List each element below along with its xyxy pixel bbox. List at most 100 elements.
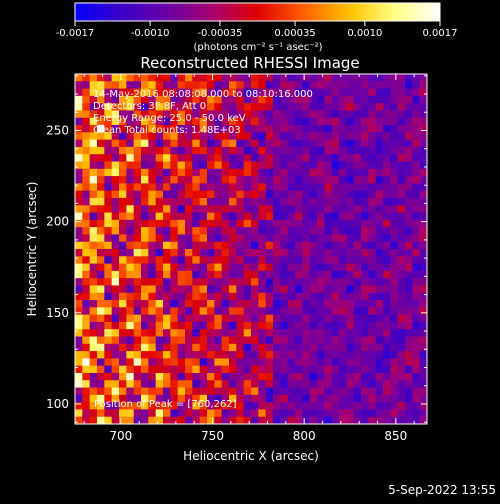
heatmap-cell bbox=[126, 212, 135, 221]
heatmap-cell bbox=[287, 402, 296, 410]
heatmap-cell bbox=[177, 380, 186, 388]
heatmap-cell bbox=[141, 307, 149, 316]
heatmap-cell bbox=[177, 110, 186, 119]
heatmap-cell bbox=[317, 402, 325, 410]
heatmap-cell bbox=[397, 205, 406, 213]
heatmap-cell bbox=[258, 394, 267, 403]
heatmap-cell bbox=[97, 300, 105, 308]
heatmap-image bbox=[75, 74, 428, 425]
heatmap-cell bbox=[309, 227, 318, 235]
heatmap-cell bbox=[229, 81, 237, 89]
heatmap-cell bbox=[207, 402, 215, 410]
heatmap-cell bbox=[82, 329, 91, 337]
heatmap-cell bbox=[287, 343, 296, 352]
heatmap-cell bbox=[141, 132, 149, 141]
heatmap-cell bbox=[119, 249, 127, 257]
heatmap-cell bbox=[97, 256, 105, 264]
heatmap-cell bbox=[265, 139, 274, 148]
heatmap-cell bbox=[104, 372, 113, 381]
heatmap-cell bbox=[214, 183, 223, 192]
heatmap-cell bbox=[273, 409, 281, 418]
heatmap-cell bbox=[236, 307, 245, 316]
heatmap-cell bbox=[75, 292, 83, 301]
heatmap-cell bbox=[265, 263, 274, 272]
heatmap-cell bbox=[163, 197, 171, 206]
heatmap-cell bbox=[199, 176, 208, 184]
heatmap-cell bbox=[163, 336, 171, 345]
heatmap-cell bbox=[185, 110, 193, 119]
heatmap-cell bbox=[353, 416, 362, 425]
heatmap-cell bbox=[119, 300, 127, 308]
heatmap-cell bbox=[214, 365, 223, 374]
heatmap-cell bbox=[199, 205, 208, 213]
heatmap-cell bbox=[390, 314, 399, 323]
heatmap-cell bbox=[251, 132, 259, 141]
heatmap-cell bbox=[119, 234, 127, 243]
heatmap-cell bbox=[273, 103, 281, 111]
heatmap-cell bbox=[141, 394, 149, 403]
heatmap-cell bbox=[243, 154, 252, 162]
heatmap-cell bbox=[353, 387, 362, 396]
heatmap-cell bbox=[185, 139, 193, 148]
heatmap-cell bbox=[214, 387, 223, 396]
heatmap-cell bbox=[273, 380, 281, 388]
heatmap-cell bbox=[243, 197, 252, 206]
heatmap-cell bbox=[163, 321, 171, 330]
heatmap-cell bbox=[155, 256, 164, 264]
heatmap-cell bbox=[221, 212, 230, 221]
heatmap-cell bbox=[82, 139, 91, 148]
heatmap-cell bbox=[229, 358, 237, 367]
heatmap-cell bbox=[412, 278, 421, 286]
heatmap-cell bbox=[309, 394, 318, 403]
heatmap-cell bbox=[221, 190, 230, 199]
heatmap-cell bbox=[287, 117, 296, 126]
heatmap-cell bbox=[192, 74, 201, 82]
heatmap-cell bbox=[375, 212, 384, 221]
heatmap-cell bbox=[412, 351, 421, 359]
heatmap-cell bbox=[331, 146, 340, 155]
heatmap-cell bbox=[309, 285, 318, 294]
heatmap-cell bbox=[346, 380, 355, 388]
heatmap-cell bbox=[353, 212, 362, 221]
heatmap-cell bbox=[368, 249, 377, 257]
heatmap-cell bbox=[324, 197, 333, 206]
heatmap-cell bbox=[375, 219, 384, 228]
heatmap-cell bbox=[192, 300, 201, 308]
heatmap-cell bbox=[375, 270, 384, 279]
heatmap-cell bbox=[126, 394, 135, 403]
heatmap-cell bbox=[405, 227, 413, 235]
heatmap-cell bbox=[126, 343, 135, 352]
heatmap-cell bbox=[309, 74, 318, 82]
heatmap-cell bbox=[82, 394, 91, 403]
heatmap-cell bbox=[199, 372, 208, 381]
heatmap-cell bbox=[265, 380, 274, 388]
heatmap-cell bbox=[192, 103, 201, 111]
heatmap-cell bbox=[324, 81, 333, 89]
heatmap-cell bbox=[390, 249, 399, 257]
heatmap-cell bbox=[397, 263, 406, 272]
heatmap-cell bbox=[287, 146, 296, 155]
heatmap-cell bbox=[280, 205, 289, 213]
heatmap-cell bbox=[199, 197, 208, 206]
heatmap-cell bbox=[192, 394, 201, 403]
heatmap-cell bbox=[317, 103, 325, 111]
heatmap-cell bbox=[199, 183, 208, 192]
heatmap-cell bbox=[353, 249, 362, 257]
heatmap-cell bbox=[383, 74, 391, 82]
heatmap-cell bbox=[353, 227, 362, 235]
heatmap-cell bbox=[375, 351, 384, 359]
heatmap-cell bbox=[390, 234, 399, 243]
heatmap-cell bbox=[126, 95, 135, 104]
heatmap-cell bbox=[229, 227, 237, 235]
heatmap-cell bbox=[155, 300, 164, 308]
heatmap-cell bbox=[251, 183, 259, 192]
heatmap-cell bbox=[82, 117, 91, 126]
heatmap-cell bbox=[383, 416, 391, 425]
heatmap-cell bbox=[177, 270, 186, 279]
heatmap-cell bbox=[265, 321, 274, 330]
colorbar-tick-label: -0.0010 bbox=[131, 28, 170, 39]
heatmap-cell bbox=[104, 351, 113, 359]
heatmap-cell bbox=[170, 270, 179, 279]
heatmap-cell bbox=[104, 278, 113, 286]
heatmap-cell bbox=[104, 81, 113, 89]
